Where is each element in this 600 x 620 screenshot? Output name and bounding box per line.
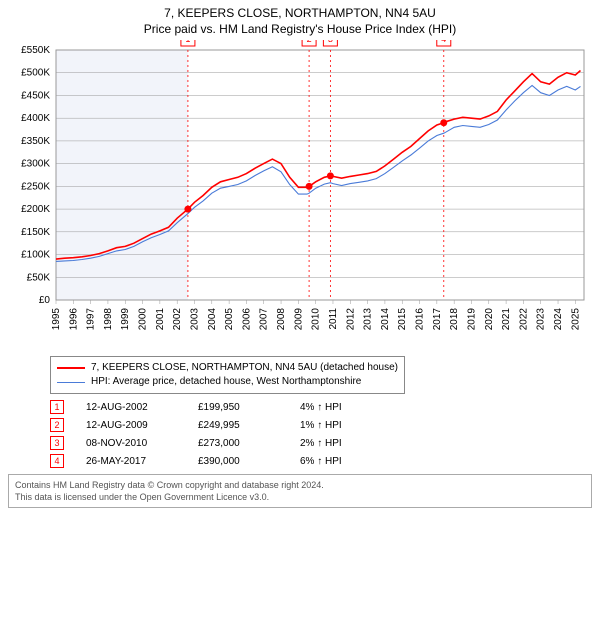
svg-text:2014: 2014 [380, 308, 391, 331]
svg-text:2011: 2011 [328, 308, 339, 330]
title-line2: Price paid vs. HM Land Registry's House … [0, 22, 600, 36]
svg-text:2016: 2016 [415, 308, 426, 331]
legend: 7, KEEPERS CLOSE, NORTHAMPTON, NN4 5AU (… [50, 356, 405, 394]
svg-text:2022: 2022 [518, 308, 529, 331]
svg-text:£350K: £350K [21, 136, 50, 147]
footer-line2: This data is licensed under the Open Gov… [15, 491, 585, 503]
title-line1: 7, KEEPERS CLOSE, NORTHAMPTON, NN4 5AU [0, 6, 600, 20]
svg-text:2015: 2015 [397, 308, 408, 331]
footer-line1: Contains HM Land Registry data © Crown c… [15, 479, 585, 491]
event-diff: 4% ↑ HPI [300, 402, 380, 413]
event-row: 3 08-NOV-2010 £273,000 2% ↑ HPI [50, 434, 592, 452]
svg-text:2023: 2023 [536, 308, 547, 331]
svg-text:1995: 1995 [51, 308, 62, 331]
legend-swatch-red [57, 367, 85, 369]
svg-text:2001: 2001 [155, 308, 166, 331]
svg-text:2002: 2002 [172, 308, 183, 331]
svg-text:£50K: £50K [27, 272, 51, 283]
event-price: £273,000 [198, 438, 278, 449]
event-date: 26-MAY-2017 [86, 456, 176, 467]
legend-secondary-label: HPI: Average price, detached house, West… [91, 375, 361, 389]
event-price: £199,950 [198, 402, 278, 413]
event-row: 4 26-MAY-2017 £390,000 6% ↑ HPI [50, 452, 592, 470]
svg-text:2004: 2004 [207, 308, 218, 331]
legend-row-secondary: HPI: Average price, detached house, West… [57, 375, 398, 389]
svg-text:2025: 2025 [570, 308, 581, 331]
event-date: 08-NOV-2010 [86, 438, 176, 449]
svg-text:2007: 2007 [259, 308, 270, 331]
legend-row-primary: 7, KEEPERS CLOSE, NORTHAMPTON, NN4 5AU (… [57, 361, 398, 375]
event-marker-icon: 3 [50, 436, 64, 450]
svg-text:1997: 1997 [86, 308, 97, 331]
event-price: £390,000 [198, 456, 278, 467]
svg-text:£550K: £550K [21, 45, 50, 56]
svg-text:1999: 1999 [120, 308, 131, 331]
svg-text:2013: 2013 [363, 308, 374, 331]
svg-text:2008: 2008 [276, 308, 287, 331]
svg-text:£100K: £100K [21, 250, 50, 261]
svg-text:2009: 2009 [293, 308, 304, 331]
svg-text:1998: 1998 [103, 308, 114, 331]
svg-text:2: 2 [307, 40, 312, 44]
event-marker-icon: 2 [50, 418, 64, 432]
event-row: 2 12-AUG-2009 £249,995 1% ↑ HPI [50, 416, 592, 434]
legend-primary-label: 7, KEEPERS CLOSE, NORTHAMPTON, NN4 5AU (… [91, 361, 398, 375]
svg-text:£200K: £200K [21, 204, 50, 215]
svg-text:2019: 2019 [466, 308, 477, 331]
svg-text:2021: 2021 [501, 308, 512, 331]
svg-text:2020: 2020 [484, 308, 495, 331]
svg-text:£450K: £450K [21, 90, 50, 101]
events-table: 1 12-AUG-2002 £199,950 4% ↑ HPI 2 12-AUG-2009… [50, 398, 592, 470]
svg-text:2003: 2003 [189, 308, 200, 331]
event-diff: 6% ↑ HPI [300, 456, 380, 467]
svg-text:£0: £0 [39, 295, 51, 306]
attribution-footer: Contains HM Land Registry data © Crown c… [8, 474, 592, 508]
svg-text:£400K: £400K [21, 113, 50, 124]
svg-text:1996: 1996 [68, 308, 79, 331]
event-diff: 1% ↑ HPI [300, 420, 380, 431]
event-row: 1 12-AUG-2002 £199,950 4% ↑ HPI [50, 398, 592, 416]
svg-text:3: 3 [328, 40, 333, 44]
svg-text:2006: 2006 [241, 308, 252, 331]
svg-text:2000: 2000 [138, 308, 149, 331]
svg-text:1: 1 [185, 40, 190, 44]
price-chart: £0 £50K £100K £150K £200K £250K £300K £350K £400… [0, 40, 600, 350]
svg-text:2017: 2017 [432, 308, 443, 331]
svg-text:2005: 2005 [224, 308, 235, 331]
svg-text:£150K: £150K [21, 227, 50, 238]
svg-text:£500K: £500K [21, 68, 50, 79]
event-marker-icon: 1 [50, 400, 64, 414]
event-diff: 2% ↑ HPI [300, 438, 380, 449]
svg-text:4: 4 [441, 40, 446, 44]
event-date: 12-AUG-2009 [86, 420, 176, 431]
event-date: 12-AUG-2002 [86, 402, 176, 413]
svg-text:2010: 2010 [311, 308, 322, 331]
svg-text:£300K: £300K [21, 159, 50, 170]
svg-text:£250K: £250K [21, 181, 50, 192]
chart-title-block: 7, KEEPERS CLOSE, NORTHAMPTON, NN4 5AU P… [0, 0, 600, 36]
legend-swatch-blue [57, 382, 85, 383]
event-marker-icon: 4 [50, 454, 64, 468]
event-price: £249,995 [198, 420, 278, 431]
svg-text:2012: 2012 [345, 308, 356, 331]
svg-text:2024: 2024 [553, 308, 564, 331]
chart-container: £0 £50K £100K £150K £200K £250K £300K £350K £400… [0, 40, 600, 350]
svg-text:2018: 2018 [449, 308, 460, 331]
